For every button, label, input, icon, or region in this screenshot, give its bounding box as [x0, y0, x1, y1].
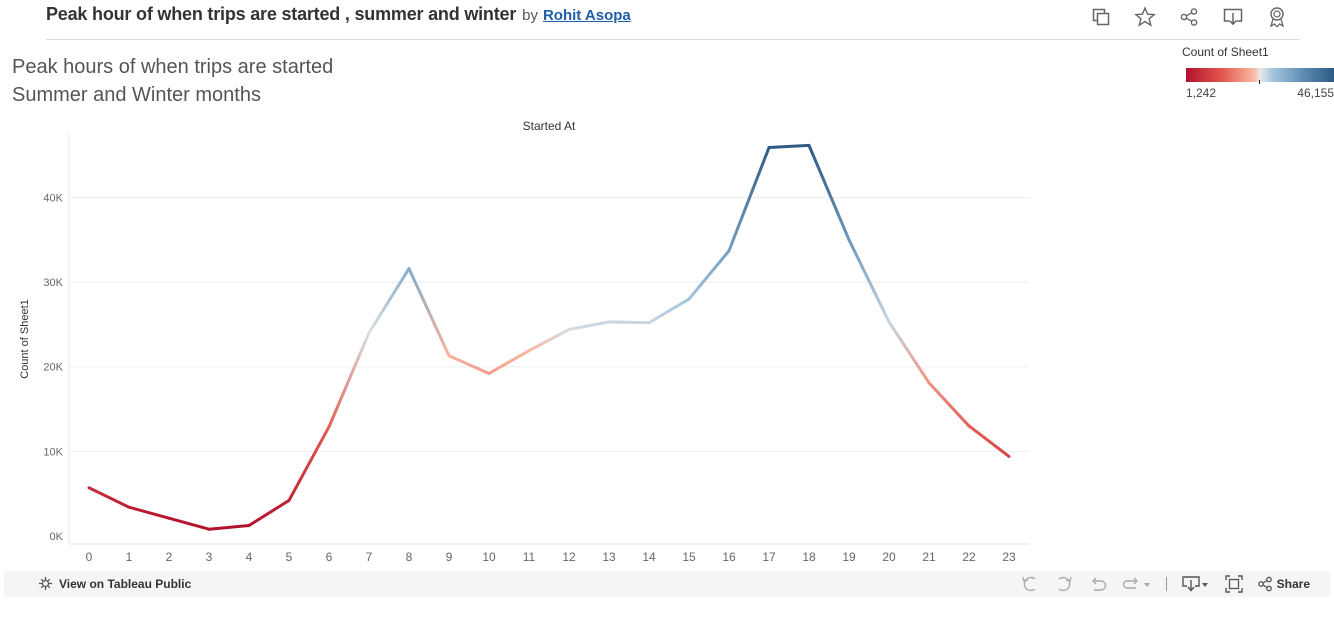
download-icon[interactable] — [1219, 6, 1246, 28]
share-icon[interactable] — [1175, 6, 1202, 28]
y-tick-label: 20K — [43, 362, 63, 374]
series-line-segment[interactable] — [727, 146, 771, 253]
undo-icon[interactable] — [1020, 573, 1040, 595]
x-tick-label: 16 — [722, 550, 736, 564]
series-line-segment[interactable] — [327, 331, 371, 429]
series-line-segment[interactable] — [527, 327, 571, 353]
y-axis-label: Count of Sheet1 — [19, 299, 31, 379]
series-line-segment[interactable] — [967, 424, 1011, 458]
worksheet-title: Peak hours of when trips are started Sum… — [12, 53, 333, 109]
revert-icon[interactable] — [1088, 573, 1108, 595]
viz-header: Peak hour of when trips are started , su… — [46, 4, 631, 30]
series-line-segment[interactable] — [407, 267, 451, 358]
viz-title: Peak hour of when trips are started , su… — [46, 4, 517, 24]
download-menu-icon[interactable] — [1181, 573, 1211, 595]
x-tick-label: 21 — [922, 550, 936, 564]
x-tick-labels: 0 1 2 3 4 5 6 7 8 9 10 11 12 13 14 15 16 17 18 19 20 21 22 23 — [86, 550, 1016, 564]
series-line-segment[interactable] — [487, 349, 531, 376]
legend-min-label: 1,242 — [1186, 86, 1217, 100]
favorite-star-icon[interactable] — [1131, 6, 1158, 28]
x-tick-label: 2 — [166, 550, 173, 564]
duplicate-icon[interactable] — [1087, 6, 1114, 28]
by-text: by — [522, 7, 538, 24]
view-on-tableau-link[interactable]: View on Tableau Public — [38, 576, 191, 591]
x-tick-label: 10 — [482, 550, 496, 564]
redo-icon[interactable] — [1054, 573, 1074, 595]
share-label: Share — [1276, 577, 1310, 591]
y-tick-label: 40K — [43, 192, 63, 204]
x-tick-label: 4 — [246, 550, 253, 564]
legend-title: Count of Sheet1 — [1182, 45, 1269, 59]
y-tick-labels: 0K 10K 20K 30K 40K — [43, 192, 63, 543]
series-line-segment[interactable] — [767, 143, 811, 150]
series-line-segment[interactable] — [927, 381, 971, 428]
worksheet-title-line1: Peak hours of when trips are started — [12, 56, 334, 78]
share-button[interactable]: Share — [1257, 573, 1310, 595]
series-line-segment[interactable] — [807, 143, 851, 242]
series-line-segment[interactable] — [607, 320, 651, 325]
refresh-icon[interactable] — [1122, 573, 1152, 595]
x-tick-label: 23 — [1002, 550, 1016, 564]
x-tick-label: 11 — [523, 550, 536, 564]
tableau-logo-icon — [39, 577, 52, 590]
share-toolbar-icon — [1257, 576, 1272, 592]
y-tick-label: 30K — [43, 277, 63, 289]
x-tick-label: 5 — [286, 550, 293, 564]
series-line-segment[interactable] — [647, 297, 691, 325]
series-line-segment[interactable] — [247, 498, 291, 527]
fullscreen-icon[interactable] — [1224, 573, 1243, 595]
chart-title: Started At — [523, 119, 576, 133]
y-tick-label: 0K — [50, 531, 64, 543]
x-tick-label: 13 — [602, 550, 616, 564]
x-tick-label: 17 — [762, 550, 776, 564]
series-line-segment[interactable] — [207, 523, 251, 531]
series-line-segment[interactable] — [687, 249, 731, 301]
x-tick-label: 18 — [802, 550, 816, 564]
x-tick-label: 3 — [206, 550, 213, 564]
series-line-segment[interactable] — [287, 425, 331, 502]
header-divider — [46, 39, 1300, 40]
x-tick-label: 1 — [126, 550, 133, 564]
series-line-segment[interactable] — [127, 505, 171, 520]
color-legend-gradient[interactable] — [1186, 68, 1334, 82]
x-tick-label: 0 — [86, 550, 93, 564]
y-tick-label: 10K — [43, 446, 63, 458]
x-tick-label: 6 — [326, 550, 333, 564]
series-line-segment[interactable] — [167, 516, 211, 531]
series-line-segment[interactable] — [887, 320, 931, 385]
author-link[interactable]: Rohit Asopa — [542, 7, 631, 24]
x-tick-label: 22 — [962, 550, 976, 564]
x-tick-label: 14 — [642, 550, 656, 564]
series-line-segment[interactable] — [447, 354, 491, 376]
x-tick-label: 20 — [882, 550, 896, 564]
x-tick-label: 15 — [682, 550, 696, 564]
x-tick-label: 9 — [446, 550, 453, 564]
x-tick-label: 8 — [406, 550, 413, 564]
view-on-tableau-label: View on Tableau Public — [59, 576, 192, 591]
series-line-segment[interactable] — [87, 486, 131, 509]
award-ribbon-icon[interactable] — [1263, 6, 1290, 28]
series-line-segment[interactable] — [367, 267, 411, 335]
x-tick-label: 7 — [366, 550, 373, 564]
legend-center-tick — [1259, 80, 1260, 84]
series-lines[interactable] — [87, 143, 1011, 531]
x-tick-label: 12 — [562, 550, 576, 564]
series-line-segment[interactable] — [847, 238, 891, 324]
worksheet-title-line2: Summer and Winter months — [12, 84, 261, 106]
tableau-toolbar: View on Tableau Public Share — [4, 571, 1330, 597]
legend-max-label: 46,155 — [1297, 86, 1334, 100]
x-tick-label: 19 — [842, 550, 856, 564]
series-line-segment[interactable] — [567, 320, 611, 331]
gridlines — [69, 196, 1029, 452]
header-toolbar — [1087, 6, 1290, 28]
toolbar-separator — [1165, 577, 1167, 591]
